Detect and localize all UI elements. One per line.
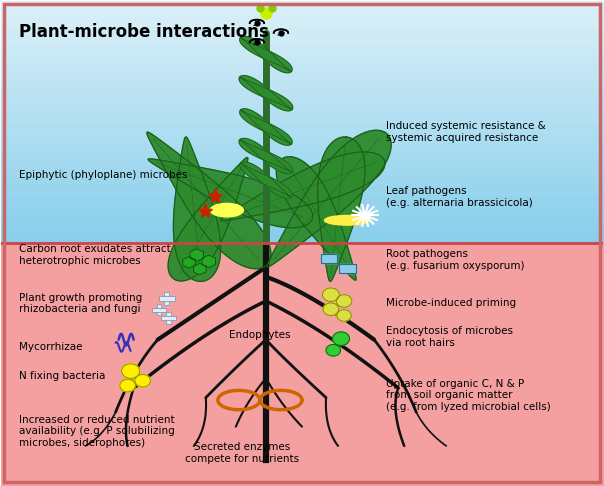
- Polygon shape: [267, 130, 391, 267]
- Circle shape: [323, 303, 339, 315]
- Text: Leaf pathogens
(e.g. alternaria brassicicola): Leaf pathogens (e.g. alternaria brassici…: [386, 186, 533, 208]
- Polygon shape: [193, 263, 206, 275]
- Polygon shape: [168, 157, 248, 281]
- Polygon shape: [148, 159, 313, 228]
- Circle shape: [135, 374, 150, 387]
- Polygon shape: [190, 249, 204, 261]
- Circle shape: [120, 379, 135, 392]
- Polygon shape: [240, 162, 291, 197]
- Polygon shape: [240, 36, 291, 71]
- Polygon shape: [156, 304, 161, 315]
- Polygon shape: [240, 109, 291, 144]
- Text: Plant growth promoting
rhizobacteria and fungi: Plant growth promoting rhizobacteria and…: [19, 293, 143, 314]
- Polygon shape: [152, 308, 166, 312]
- Text: Induced systemic resistance &
systemic acquired resistance: Induced systemic resistance & systemic a…: [386, 121, 546, 143]
- Circle shape: [326, 345, 341, 356]
- Bar: [321, 254, 338, 263]
- Polygon shape: [318, 137, 365, 281]
- Polygon shape: [161, 316, 176, 320]
- Circle shape: [323, 288, 339, 301]
- Polygon shape: [202, 255, 216, 268]
- Bar: [321, 254, 338, 263]
- Circle shape: [337, 310, 352, 321]
- Text: Endophytes: Endophytes: [229, 330, 291, 340]
- Ellipse shape: [210, 203, 243, 217]
- Polygon shape: [166, 312, 171, 324]
- Text: Epiphytic (phyloplane) microbes: Epiphytic (phyloplane) microbes: [19, 171, 188, 180]
- Circle shape: [333, 332, 350, 346]
- Polygon shape: [147, 132, 271, 269]
- Polygon shape: [239, 75, 292, 109]
- Text: N fixing bacteria: N fixing bacteria: [19, 371, 106, 381]
- Polygon shape: [164, 292, 169, 305]
- Polygon shape: [240, 77, 293, 111]
- Text: Secreted enzymes
compete for nutrients: Secreted enzymes compete for nutrients: [185, 442, 299, 464]
- Polygon shape: [173, 137, 220, 281]
- Polygon shape: [239, 139, 292, 173]
- Text: Plant-microbe interactions: Plant-microbe interactions: [19, 23, 269, 41]
- Bar: [339, 264, 356, 273]
- Polygon shape: [183, 257, 195, 268]
- Text: Carbon root exudates attract
heterotrophic microbes: Carbon root exudates attract heterotroph…: [19, 244, 171, 266]
- Text: Increased or reduced nutrient
availability (e.g. P solubilizing
microbes, sidero: Increased or reduced nutrient availabili…: [19, 415, 175, 448]
- Circle shape: [121, 364, 140, 378]
- Polygon shape: [240, 139, 293, 174]
- Polygon shape: [240, 37, 292, 73]
- Polygon shape: [240, 163, 292, 198]
- Text: Endocytosis of microbes
via root hairs: Endocytosis of microbes via root hairs: [386, 327, 513, 348]
- Text: Mycorrhizae: Mycorrhizae: [19, 342, 83, 352]
- Polygon shape: [276, 156, 356, 280]
- Polygon shape: [159, 296, 175, 301]
- Text: Uptake of organic C, N & P
from soil organic matter
(e.g. from lyzed microbial c: Uptake of organic C, N & P from soil org…: [386, 379, 551, 412]
- Polygon shape: [240, 110, 292, 145]
- Circle shape: [336, 295, 352, 307]
- Ellipse shape: [324, 215, 370, 225]
- Text: Root pathogens
(e.g. fusarium oxysporum): Root pathogens (e.g. fusarium oxysporum): [386, 249, 525, 271]
- Polygon shape: [220, 152, 385, 221]
- Bar: [339, 264, 356, 273]
- Text: Microbe-induced priming: Microbe-induced priming: [386, 298, 516, 309]
